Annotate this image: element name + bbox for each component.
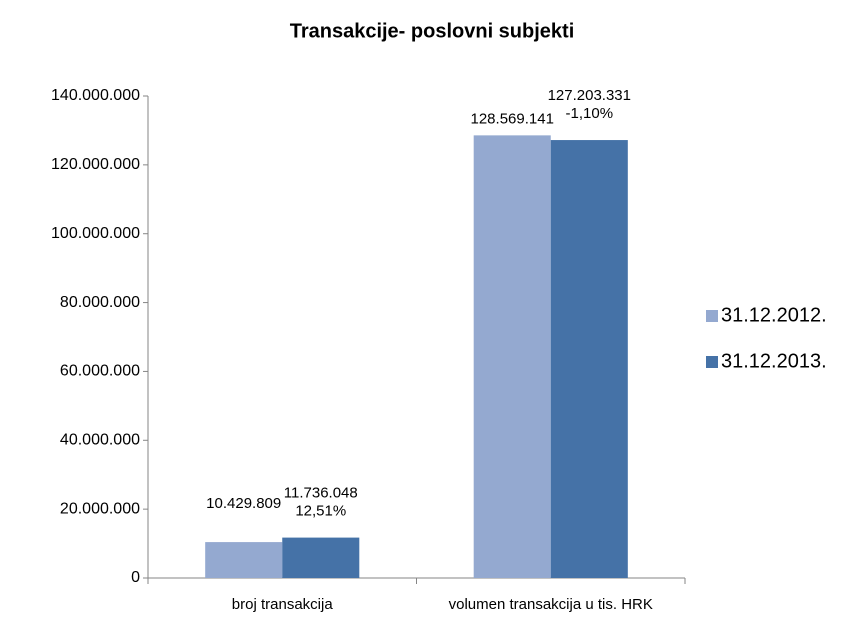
x-tick-label: broj transakcija: [231, 596, 333, 613]
value-label: 11.736.048: [284, 485, 358, 502]
bar: [205, 542, 283, 578]
value-label: 128.569.141: [471, 110, 554, 127]
change-label: -1,10%: [566, 105, 614, 122]
bar: [473, 135, 551, 579]
value-label: 127.203.331: [548, 87, 631, 104]
legend-label: 31.12.2013.: [721, 350, 827, 372]
value-label: 10.429.809: [206, 495, 281, 512]
y-tick-label: 60.000.000: [60, 363, 140, 380]
chart-title: Transakcije- poslovni subjekti: [290, 20, 575, 42]
legend-label: 31.12.2012.: [721, 304, 827, 326]
y-tick-label: 80.000.000: [60, 294, 140, 311]
legend-swatch: [706, 356, 718, 368]
bar: [550, 140, 628, 578]
legend-swatch: [706, 310, 718, 322]
y-tick-label: 20.000.000: [60, 500, 140, 517]
y-tick-label: 0: [131, 569, 140, 586]
change-label: 12,51%: [295, 503, 346, 520]
x-tick-label: volumen transakcija u tis. HRK: [448, 596, 653, 613]
bar: [282, 537, 360, 578]
y-tick-label: 100.000.000: [51, 225, 140, 242]
y-tick-label: 140.000.000: [51, 87, 140, 104]
y-tick-label: 40.000.000: [60, 432, 140, 449]
y-tick-label: 120.000.000: [51, 156, 140, 173]
